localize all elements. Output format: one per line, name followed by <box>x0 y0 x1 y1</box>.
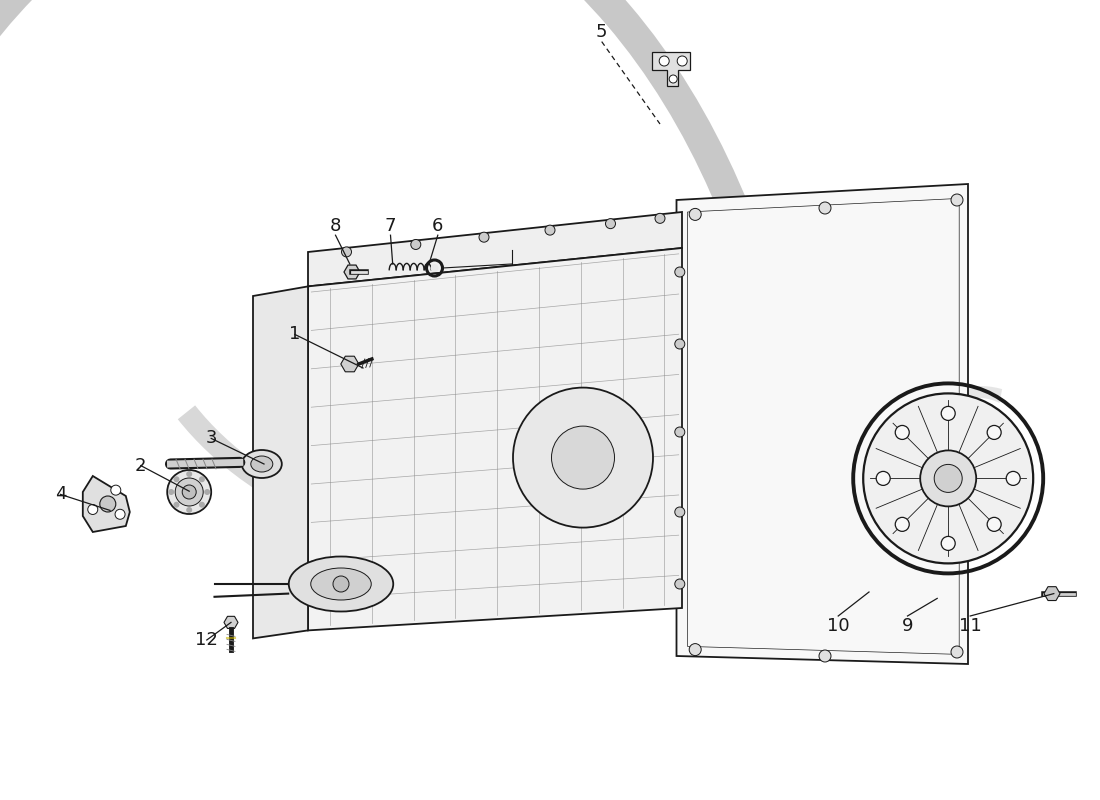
Circle shape <box>820 650 830 662</box>
Circle shape <box>659 56 669 66</box>
Circle shape <box>551 426 615 489</box>
Circle shape <box>341 247 352 257</box>
Circle shape <box>690 643 701 656</box>
Circle shape <box>175 478 204 506</box>
Circle shape <box>205 489 210 495</box>
Polygon shape <box>308 212 682 286</box>
Circle shape <box>410 239 421 250</box>
Circle shape <box>952 194 962 206</box>
Text: since 1985: since 1985 <box>771 511 989 545</box>
Text: 9: 9 <box>902 617 913 634</box>
Circle shape <box>674 339 685 349</box>
Circle shape <box>1006 471 1020 486</box>
Circle shape <box>987 518 1001 531</box>
Polygon shape <box>341 356 359 372</box>
Circle shape <box>167 470 211 514</box>
Circle shape <box>669 75 678 83</box>
Text: sparesdirect.co: sparesdirect.co <box>288 510 482 530</box>
Polygon shape <box>344 265 360 279</box>
Circle shape <box>513 387 653 528</box>
Circle shape <box>877 471 890 486</box>
Circle shape <box>921 450 976 506</box>
Polygon shape <box>676 184 968 664</box>
Circle shape <box>942 406 955 421</box>
Circle shape <box>111 485 121 495</box>
Polygon shape <box>224 616 238 629</box>
Ellipse shape <box>288 557 394 611</box>
Ellipse shape <box>251 456 273 472</box>
Circle shape <box>895 518 910 531</box>
Circle shape <box>934 464 962 492</box>
Text: 10: 10 <box>827 617 849 634</box>
Text: 4: 4 <box>55 486 66 503</box>
Text: 2: 2 <box>135 457 146 474</box>
Text: 6: 6 <box>432 217 443 234</box>
Polygon shape <box>652 52 690 86</box>
Text: 3: 3 <box>206 430 217 447</box>
Text: 11: 11 <box>959 617 981 634</box>
Circle shape <box>186 471 192 477</box>
Circle shape <box>987 426 1001 439</box>
Text: 5: 5 <box>596 23 607 41</box>
Circle shape <box>674 267 685 277</box>
Circle shape <box>674 507 685 517</box>
Circle shape <box>174 502 179 508</box>
Circle shape <box>199 502 205 508</box>
Circle shape <box>674 427 685 437</box>
Polygon shape <box>308 248 682 630</box>
Circle shape <box>183 485 196 499</box>
Polygon shape <box>253 286 308 638</box>
Circle shape <box>88 505 98 514</box>
Circle shape <box>654 214 666 223</box>
Circle shape <box>430 264 439 272</box>
Circle shape <box>116 510 125 519</box>
Circle shape <box>864 394 1033 563</box>
Circle shape <box>678 56 688 66</box>
Text: 7: 7 <box>385 217 396 234</box>
Polygon shape <box>1044 586 1060 601</box>
Ellipse shape <box>242 450 282 478</box>
Circle shape <box>942 536 955 550</box>
Circle shape <box>820 202 830 214</box>
Ellipse shape <box>310 568 372 600</box>
Circle shape <box>478 232 490 242</box>
Circle shape <box>168 489 174 495</box>
Circle shape <box>605 218 616 229</box>
Circle shape <box>100 496 116 512</box>
Circle shape <box>544 225 556 235</box>
Circle shape <box>186 507 192 513</box>
Text: 1: 1 <box>289 326 300 343</box>
Circle shape <box>952 646 962 658</box>
Circle shape <box>174 476 179 482</box>
Circle shape <box>333 576 349 592</box>
Text: 8: 8 <box>330 217 341 234</box>
Circle shape <box>690 208 701 220</box>
Text: 12: 12 <box>196 631 218 649</box>
Circle shape <box>674 579 685 589</box>
Circle shape <box>199 476 205 482</box>
Circle shape <box>895 426 910 439</box>
Polygon shape <box>82 476 130 532</box>
Text: ces: ces <box>820 367 1006 465</box>
